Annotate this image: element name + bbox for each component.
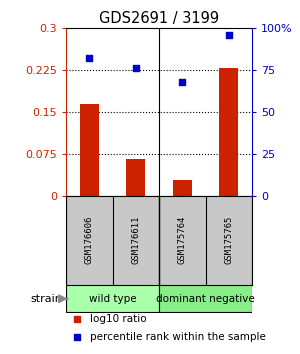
Text: strain: strain — [30, 294, 62, 304]
Text: GSM175765: GSM175765 — [224, 216, 233, 264]
Point — [75, 316, 80, 322]
Bar — [80, 104, 99, 196]
Title: GDS2691 / 3199: GDS2691 / 3199 — [99, 11, 219, 26]
Bar — [159, 285, 252, 312]
Text: GSM175764: GSM175764 — [178, 216, 187, 264]
Point — [133, 65, 138, 71]
Bar — [173, 180, 191, 196]
Point — [226, 32, 231, 38]
Text: dominant negative: dominant negative — [156, 294, 255, 304]
Text: percentile rank within the sample: percentile rank within the sample — [90, 332, 266, 342]
Text: wild type: wild type — [89, 294, 136, 304]
Point — [180, 79, 185, 85]
Text: GSM176606: GSM176606 — [85, 216, 94, 264]
Bar — [66, 285, 159, 312]
Text: log10 ratio: log10 ratio — [90, 314, 147, 325]
Bar — [220, 68, 238, 196]
Point — [87, 56, 92, 61]
Text: GSM176611: GSM176611 — [131, 216, 140, 264]
Point — [75, 334, 80, 339]
Bar — [127, 159, 145, 196]
